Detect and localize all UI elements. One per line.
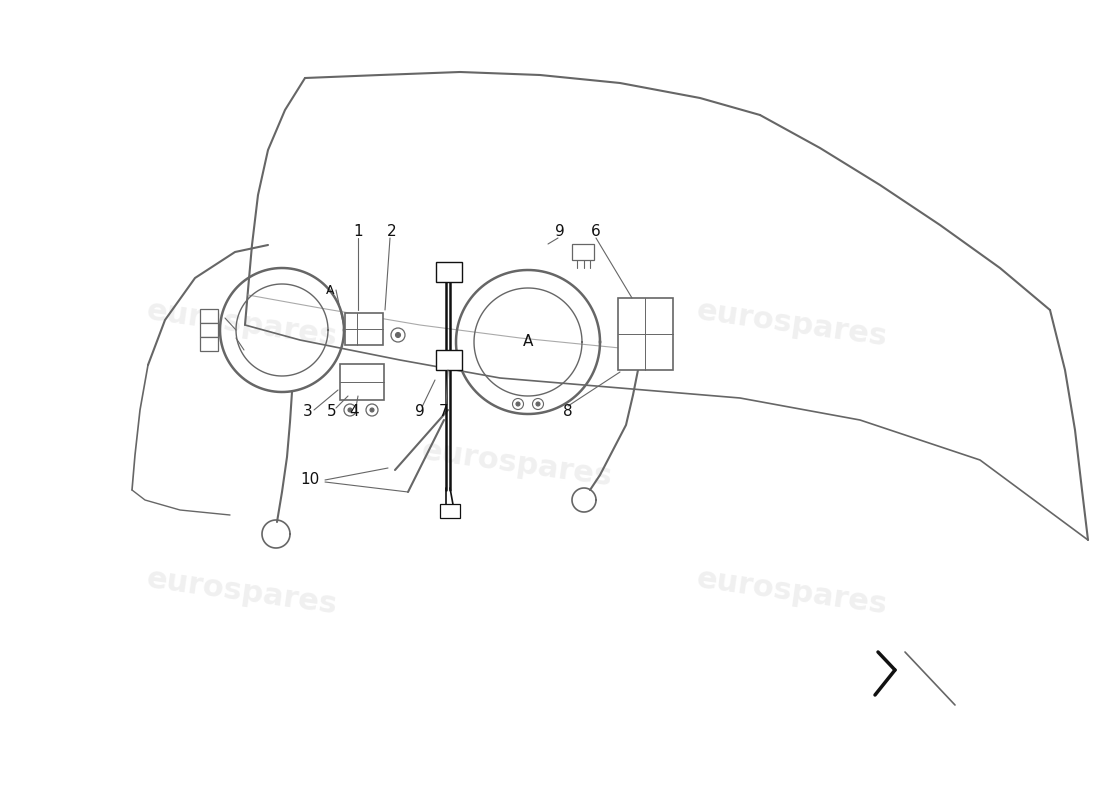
Bar bbox=[200, 309, 218, 323]
Bar bbox=[618, 298, 673, 370]
Circle shape bbox=[532, 398, 543, 410]
Circle shape bbox=[516, 402, 520, 406]
Circle shape bbox=[348, 408, 352, 412]
Text: 9: 9 bbox=[556, 225, 565, 239]
Text: 4: 4 bbox=[349, 405, 359, 419]
Text: eurospares: eurospares bbox=[145, 296, 339, 352]
Text: eurospares: eurospares bbox=[695, 564, 889, 620]
Circle shape bbox=[513, 398, 524, 410]
Text: 6: 6 bbox=[591, 225, 601, 239]
Text: eurospares: eurospares bbox=[145, 564, 339, 620]
Text: eurospares: eurospares bbox=[420, 436, 614, 492]
Bar bbox=[436, 262, 462, 282]
Text: A: A bbox=[326, 283, 334, 297]
Circle shape bbox=[344, 404, 356, 416]
Bar bbox=[340, 364, 384, 400]
Text: 1: 1 bbox=[353, 225, 363, 239]
Bar bbox=[436, 350, 462, 370]
Text: 8: 8 bbox=[563, 405, 573, 419]
Text: eurospares: eurospares bbox=[695, 296, 889, 352]
Text: 3: 3 bbox=[304, 405, 312, 419]
Text: 9: 9 bbox=[415, 405, 425, 419]
Circle shape bbox=[366, 404, 378, 416]
Bar bbox=[440, 504, 460, 518]
Circle shape bbox=[390, 328, 405, 342]
Text: 5: 5 bbox=[327, 405, 337, 419]
Bar bbox=[200, 323, 218, 337]
Text: 10: 10 bbox=[300, 473, 320, 487]
Circle shape bbox=[536, 402, 540, 406]
Bar bbox=[345, 313, 383, 345]
Text: 7: 7 bbox=[439, 405, 449, 419]
Circle shape bbox=[370, 408, 374, 412]
Circle shape bbox=[396, 333, 400, 338]
Text: 2: 2 bbox=[387, 225, 397, 239]
Text: A: A bbox=[522, 334, 534, 350]
Bar bbox=[200, 337, 218, 351]
Bar bbox=[572, 244, 594, 260]
